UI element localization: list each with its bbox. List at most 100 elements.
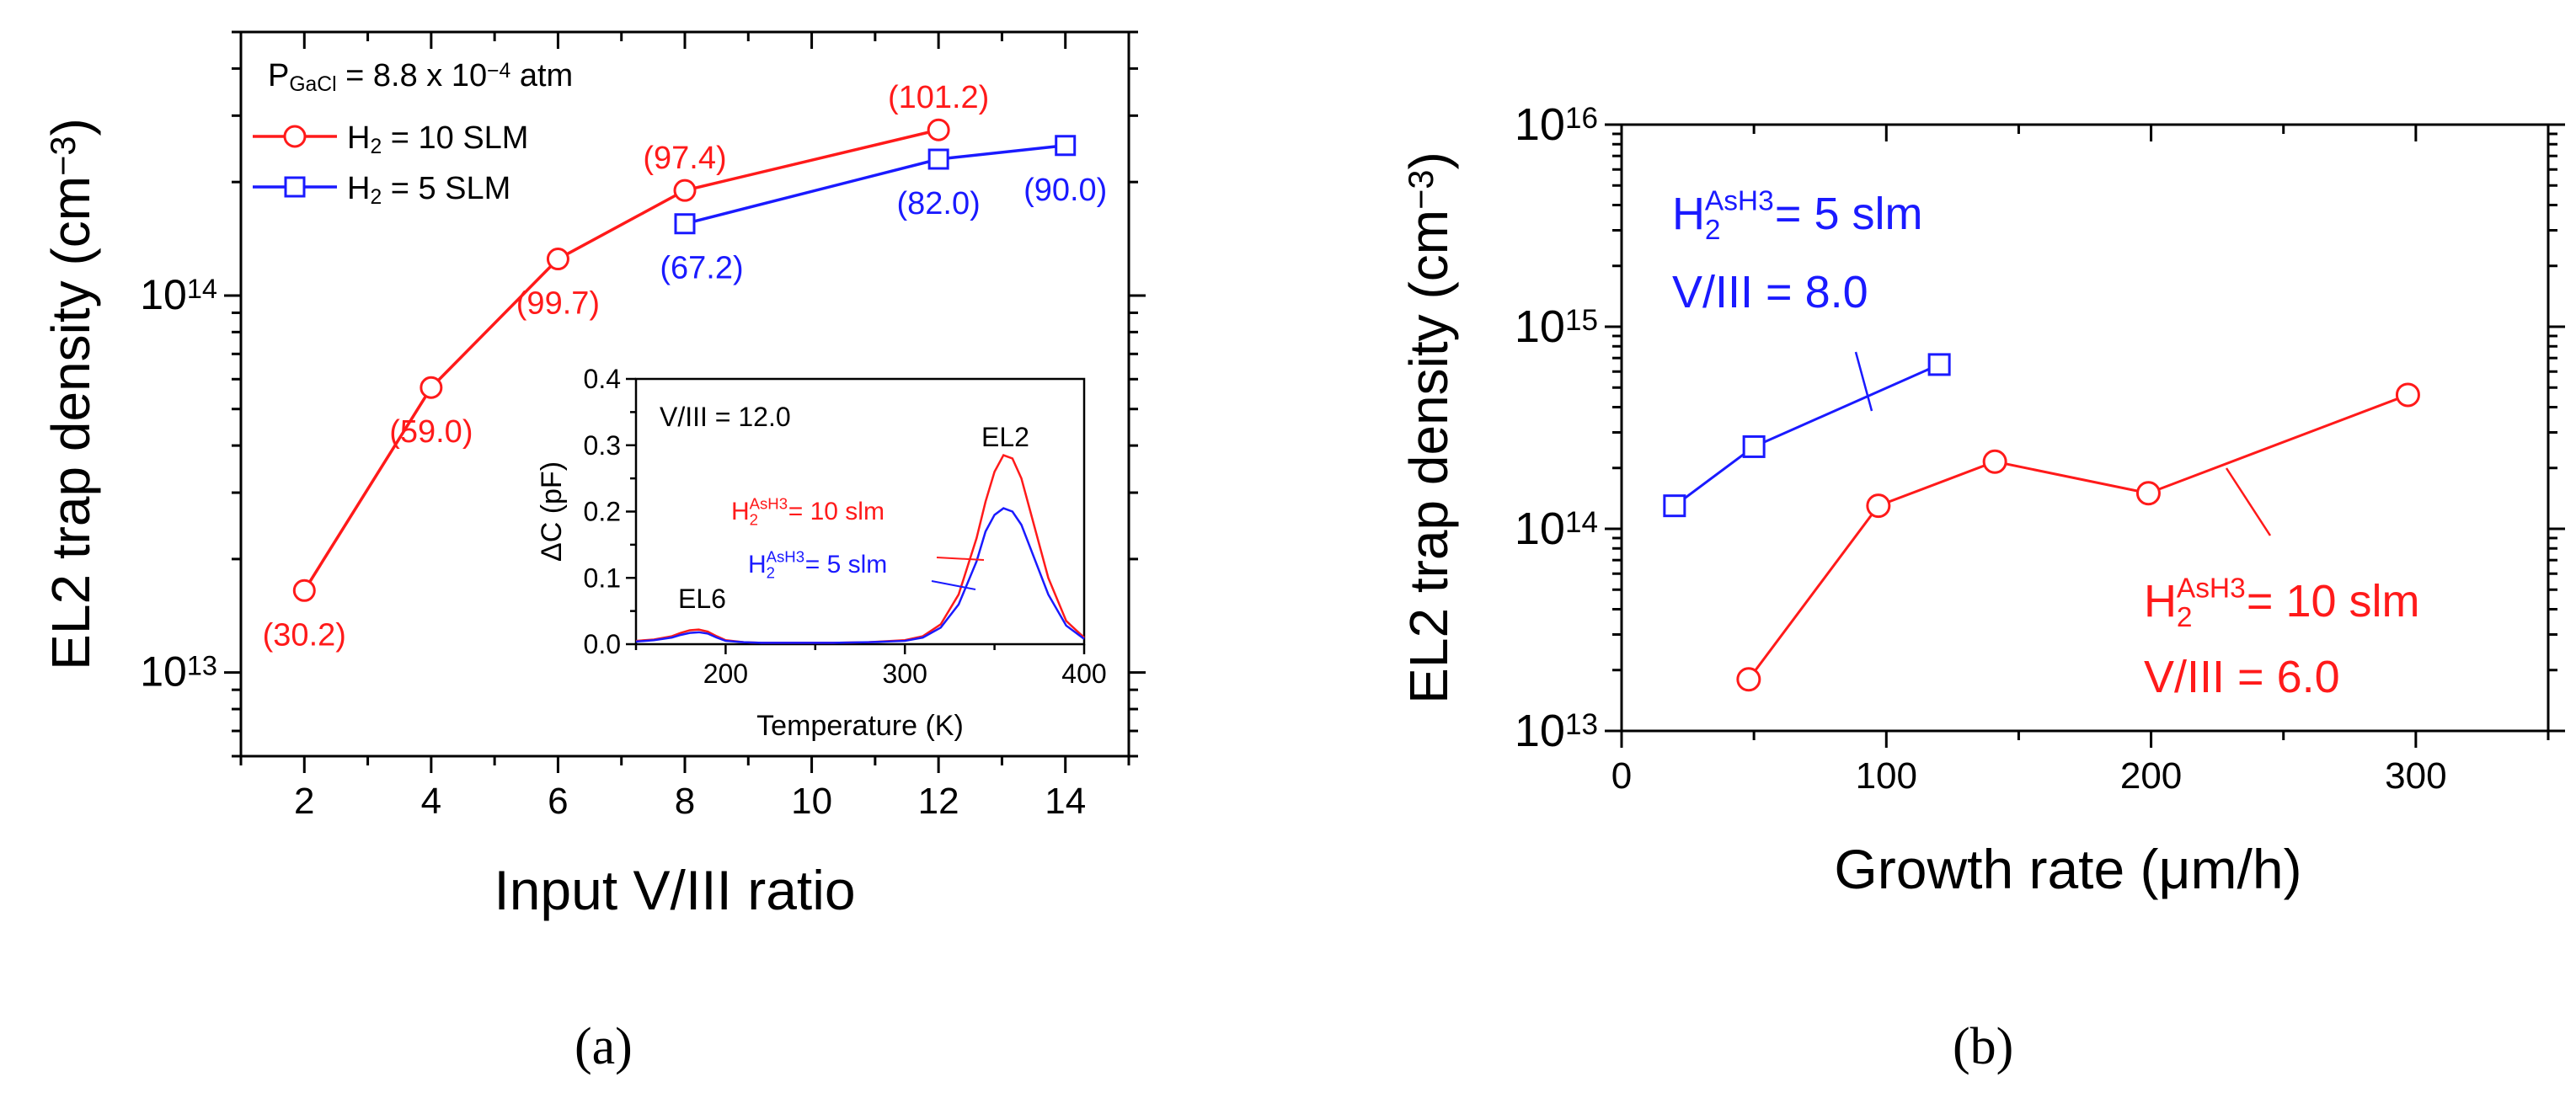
- data-label: (82.0): [897, 186, 981, 221]
- marker-circle: [927, 118, 950, 141]
- annot-blue-line2: V/III = 8.0: [1672, 267, 1868, 317]
- y-tick-label: 1013: [1515, 706, 1598, 756]
- y-axis-label: EL2 trap density (cm−3): [1398, 152, 1459, 704]
- marker-circle: [1982, 449, 2007, 474]
- annot-red-line2: V/III = 6.0: [2144, 652, 2340, 702]
- data-label: (101.2): [888, 80, 989, 115]
- marker-square: [1055, 135, 1077, 157]
- annot-blue-rest: = 5 slm: [1775, 189, 1923, 239]
- annot-blue-leader: [1854, 351, 1873, 412]
- x-tick-label: 0: [1611, 755, 1632, 797]
- x-tick-label: 12: [918, 781, 959, 822]
- data-label: (67.2): [660, 251, 743, 286]
- peak-label-el6: EL6: [678, 584, 726, 614]
- legend-header: PGaCl = 8.8 x 10−4 atm: [268, 58, 573, 96]
- y-tick-label: 1015: [1515, 301, 1598, 352]
- caption-a: (a): [575, 1018, 633, 1075]
- inset-leader-red: [936, 557, 985, 561]
- marker-square: [1663, 494, 1686, 518]
- x-tick-label: 200: [2120, 755, 2182, 797]
- inset-x-tick-label: 300: [883, 658, 927, 689]
- x-tick-label: 8: [675, 781, 695, 822]
- inset-legend-blue-sub: 2: [767, 564, 775, 582]
- inset-x-axis-label: Temperature (K): [756, 710, 964, 742]
- series-blue-line: [1673, 363, 1940, 507]
- x-axis-label: Growth rate (μm/h): [1834, 838, 2301, 900]
- caption-b: (b): [1953, 1018, 2014, 1075]
- x-axis-label: Input V/III ratio: [494, 859, 855, 921]
- inset-y-tick-label: 0.3: [584, 430, 621, 461]
- inset-y-axis-label: ΔC (pF): [536, 461, 568, 562]
- marker-circle: [292, 578, 316, 602]
- data-label: (90.0): [1023, 173, 1107, 208]
- annot-blue-sub: 2: [1705, 215, 1721, 246]
- marker-square: [674, 213, 696, 235]
- data-label: (99.7): [516, 286, 600, 322]
- marker-circle: [1736, 667, 1761, 692]
- inset-chart: 200 300 400 0.0 0.1 0.2 0.3 0.4 Temperature (K) Δ…: [536, 364, 1107, 742]
- inset-legend-blue-rest: = 5 slm: [805, 551, 888, 578]
- annot-red-sub: 2: [2177, 602, 2193, 633]
- inset-x-tick-label: 200: [703, 658, 748, 689]
- marker-circle: [420, 376, 443, 399]
- annot-red-text: H: [2144, 576, 2177, 626]
- x-tick-label: 100: [1856, 755, 1917, 797]
- inset-y-tick-label: 0.1: [584, 562, 621, 593]
- x-tick-label: 300: [2385, 755, 2446, 797]
- legend-marker: [283, 125, 307, 148]
- y-tick-label: 1013: [140, 648, 217, 696]
- y-tick-label: 1016: [1515, 99, 1598, 150]
- panel-b-frame: [1620, 123, 2550, 733]
- inset-y-tick-label: 0.2: [584, 497, 621, 527]
- panel-a-chart: 2 4 6 8 10 12 14 1013 1014 Input V/III ratio EL2 t…: [40, 30, 1146, 921]
- annot-red-leader: [2225, 467, 2272, 536]
- inset-legend-red-text: H: [731, 498, 750, 525]
- marker-square: [927, 148, 949, 170]
- legend-label: H2 = 5 SLM: [347, 171, 510, 209]
- y-axis-label: EL2 trap density (cm−3): [40, 118, 101, 670]
- marker-circle: [673, 179, 697, 202]
- marker-circle: [2395, 382, 2420, 408]
- annot-red-rest: = 10 slm: [2247, 576, 2420, 626]
- inset-legend-red-sub: 2: [750, 511, 758, 529]
- data-label: (30.2): [263, 617, 346, 653]
- inset-legend-blue-text: H: [748, 551, 767, 578]
- y-tick-label: 1014: [1515, 504, 1598, 554]
- data-label: (97.4): [643, 141, 726, 176]
- x-tick-label: 4: [421, 781, 441, 822]
- panel-b-chart: 0 100 200 300 1013 1014 1015 1016 Growth rate (μ…: [1398, 99, 2565, 900]
- peak-label-el2: EL2: [981, 422, 1029, 452]
- data-label: (59.0): [389, 414, 473, 450]
- x-tick-label: 10: [791, 781, 832, 822]
- inset-y-tick-label: 0.0: [584, 629, 621, 659]
- series-red-line: [1747, 393, 2408, 680]
- x-tick-label: 6: [548, 781, 568, 822]
- legend-label: H2 = 10 SLM: [347, 120, 528, 158]
- series-blue-line: [684, 144, 1066, 226]
- annot-blue-text: H: [1672, 189, 1705, 239]
- annot-red-sup: AsH3: [2177, 573, 2246, 604]
- legend-marker: [284, 176, 306, 198]
- inset-annotation: V/III = 12.0: [660, 402, 791, 432]
- marker-square: [1742, 435, 1766, 458]
- marker-circle: [546, 248, 569, 271]
- x-tick-label: 2: [294, 781, 314, 822]
- inset-series-blue: [635, 507, 1085, 644]
- inset-y-tick-label: 0.4: [584, 364, 621, 394]
- inset-x-tick-label: 400: [1061, 658, 1106, 689]
- marker-circle: [1866, 493, 1891, 519]
- marker-square: [1927, 353, 1951, 376]
- inset-leader-blue: [931, 580, 976, 590]
- y-tick-label: 1014: [140, 271, 217, 318]
- inset-legend-red-sup: AsH3: [750, 494, 788, 512]
- inset-legend-red-rest: = 10 slm: [788, 498, 884, 525]
- inset-legend-blue-sup: AsH3: [767, 547, 804, 565]
- marker-circle: [2135, 481, 2161, 506]
- x-tick-label: 14: [1045, 781, 1086, 822]
- annot-blue-sup: AsH3: [1705, 185, 1774, 216]
